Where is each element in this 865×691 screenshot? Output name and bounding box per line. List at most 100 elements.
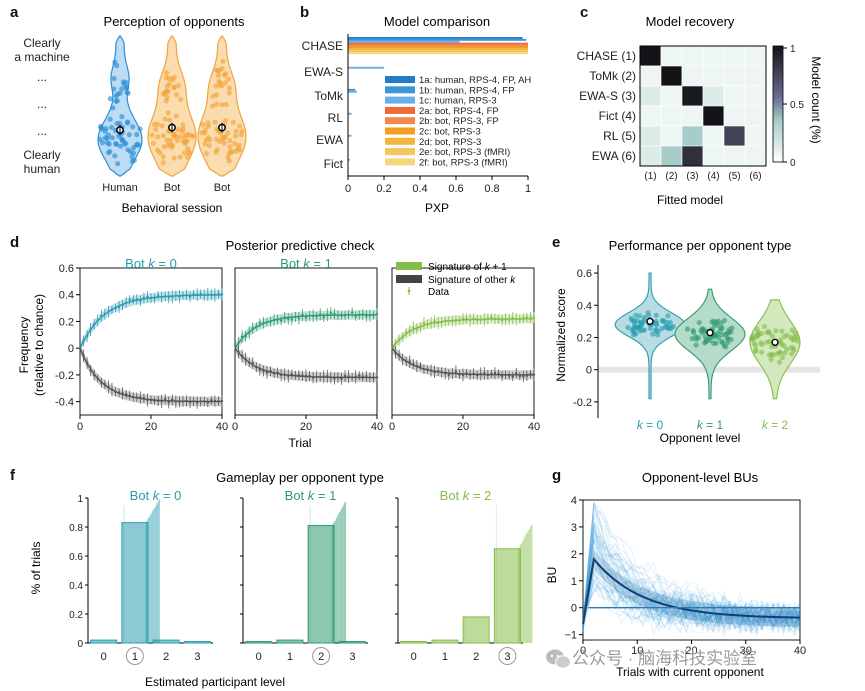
d-datapoint-other-2 — [426, 368, 429, 371]
d-datapoint-signature-0 — [82, 339, 85, 343]
e-point-2 — [791, 347, 797, 353]
g-trace-40 — [582, 525, 801, 637]
d-datapoint-signature-2 — [479, 318, 482, 322]
b-model-RL: RL — [328, 111, 344, 125]
point-a-2 — [227, 144, 233, 150]
e-point-1 — [713, 340, 719, 346]
b-bar-RL-2 — [348, 112, 352, 115]
point-a-1 — [178, 96, 184, 102]
point-a-2 — [224, 130, 231, 136]
d-datapoint-signature-2 — [468, 318, 472, 322]
point-a-2 — [213, 101, 220, 107]
e-xtick-label-2: k = 2 — [762, 418, 789, 432]
point-a-2 — [233, 148, 239, 154]
d-datapoint-other-1 — [333, 377, 336, 380]
c-cell-4-4 — [723, 125, 746, 147]
point-a-1 — [173, 113, 180, 119]
point-a-2 — [199, 130, 205, 136]
d-datapoint-other-2 — [408, 360, 411, 363]
d-datapoint-signature-0 — [174, 294, 178, 297]
d-datapoint-signature-2 — [412, 326, 415, 330]
e-point-2 — [779, 354, 785, 361]
d-datapoint-other-0 — [206, 401, 209, 404]
d-subtitle-1: Bot k = 1 — [280, 256, 332, 271]
g-trace-39 — [582, 530, 801, 633]
c-cell-1-4 — [723, 65, 746, 87]
e-point-2 — [754, 334, 760, 340]
d-xtick-label-1-0: 0 — [232, 421, 238, 433]
b-bar-CHASE-0 — [348, 37, 523, 39]
d-datapoint-signature-2 — [394, 342, 397, 345]
e-point-0 — [665, 325, 672, 332]
d-datapoint-other-0 — [110, 388, 114, 391]
watermark-text: 公众号 · 脑海科技实验室 — [572, 649, 757, 668]
d-datapoint-signature-0 — [128, 298, 131, 301]
d-datapoint-other-1 — [237, 351, 240, 354]
d-datapoint-other-0 — [128, 394, 131, 397]
point-a-2 — [236, 123, 243, 129]
point-a-0 — [98, 123, 104, 129]
e-point-0 — [653, 312, 659, 318]
a-ytick-2: ... — [37, 97, 47, 111]
point-a-2 — [223, 101, 229, 108]
b-model-Fict: Fict — [324, 157, 344, 171]
point-a-0 — [131, 157, 137, 163]
point-a-0 — [117, 90, 123, 96]
g-trace-30 — [582, 565, 801, 630]
d-datapoint-signature-2 — [486, 317, 490, 321]
a-ytick-0b: a machine — [14, 50, 70, 64]
point-a-1 — [181, 150, 187, 156]
panel-label-e: e — [552, 234, 560, 251]
d-datapoint-signature-0 — [153, 297, 156, 300]
d-legend-label-0: Signature of k + 1 — [428, 262, 507, 273]
b-bar-EWA-S-2 — [348, 66, 384, 69]
point-a-2 — [206, 135, 212, 141]
f-bar-2-2 — [462, 616, 490, 644]
violin-a-0 — [97, 35, 143, 177]
b-legend-label-1: 1b: human, RPS-4, FP — [419, 85, 515, 96]
point-a-0 — [118, 143, 124, 149]
d-datapoint-other-2 — [483, 372, 486, 375]
d-datapoint-signature-2 — [429, 321, 433, 325]
d-datapoint-signature-2 — [515, 318, 518, 321]
point-a-1 — [175, 127, 182, 133]
d-datapoint-other-2 — [419, 365, 422, 368]
point-a-0 — [111, 75, 117, 82]
e-point-2 — [759, 341, 765, 347]
e-point-2 — [782, 350, 788, 356]
point-a-1 — [185, 154, 191, 160]
g-xtick-label-1: 10 — [631, 645, 643, 657]
g-trace-55 — [582, 558, 801, 633]
e-point-1 — [703, 338, 709, 344]
point-a-1 — [171, 84, 177, 90]
f-bar-1-1 — [276, 639, 304, 644]
d-datapoint-signature-1 — [315, 315, 318, 318]
point-a-1 — [151, 121, 158, 127]
c-cell-1-1 — [660, 65, 683, 87]
e-violin-0 — [614, 272, 686, 400]
c-cell-2-3 — [702, 85, 725, 107]
point-a-2 — [226, 90, 232, 96]
d-datapoint-signature-2 — [433, 320, 436, 323]
c-cell-0-4 — [723, 45, 746, 67]
d-datapoint-other-1 — [240, 354, 244, 358]
e-point-0 — [665, 313, 671, 319]
point-a-2 — [213, 92, 220, 98]
f-bar-1-3 — [338, 641, 366, 644]
f-circle-0 — [125, 647, 144, 665]
c-cell-2-5 — [744, 85, 767, 107]
b-bar-CHASE-7 — [348, 50, 528, 53]
d-datapoint-signature-2 — [461, 317, 465, 321]
d-datapoint-signature-0 — [124, 301, 128, 304]
panel-e-title: Performance per opponent type — [609, 238, 792, 253]
point-a-2 — [232, 141, 238, 147]
e-point-2 — [753, 348, 759, 354]
d-datapoint-signature-0 — [96, 319, 99, 322]
c-cell-2-4 — [723, 85, 746, 107]
point-a-0 — [115, 161, 121, 167]
point-a-2 — [222, 117, 229, 124]
d-datapoint-other-1 — [269, 369, 272, 373]
g-trace-59 — [582, 537, 801, 629]
c-row-label-5: EWA (6) — [592, 149, 636, 163]
d-datapoint-signature-2 — [422, 322, 426, 325]
